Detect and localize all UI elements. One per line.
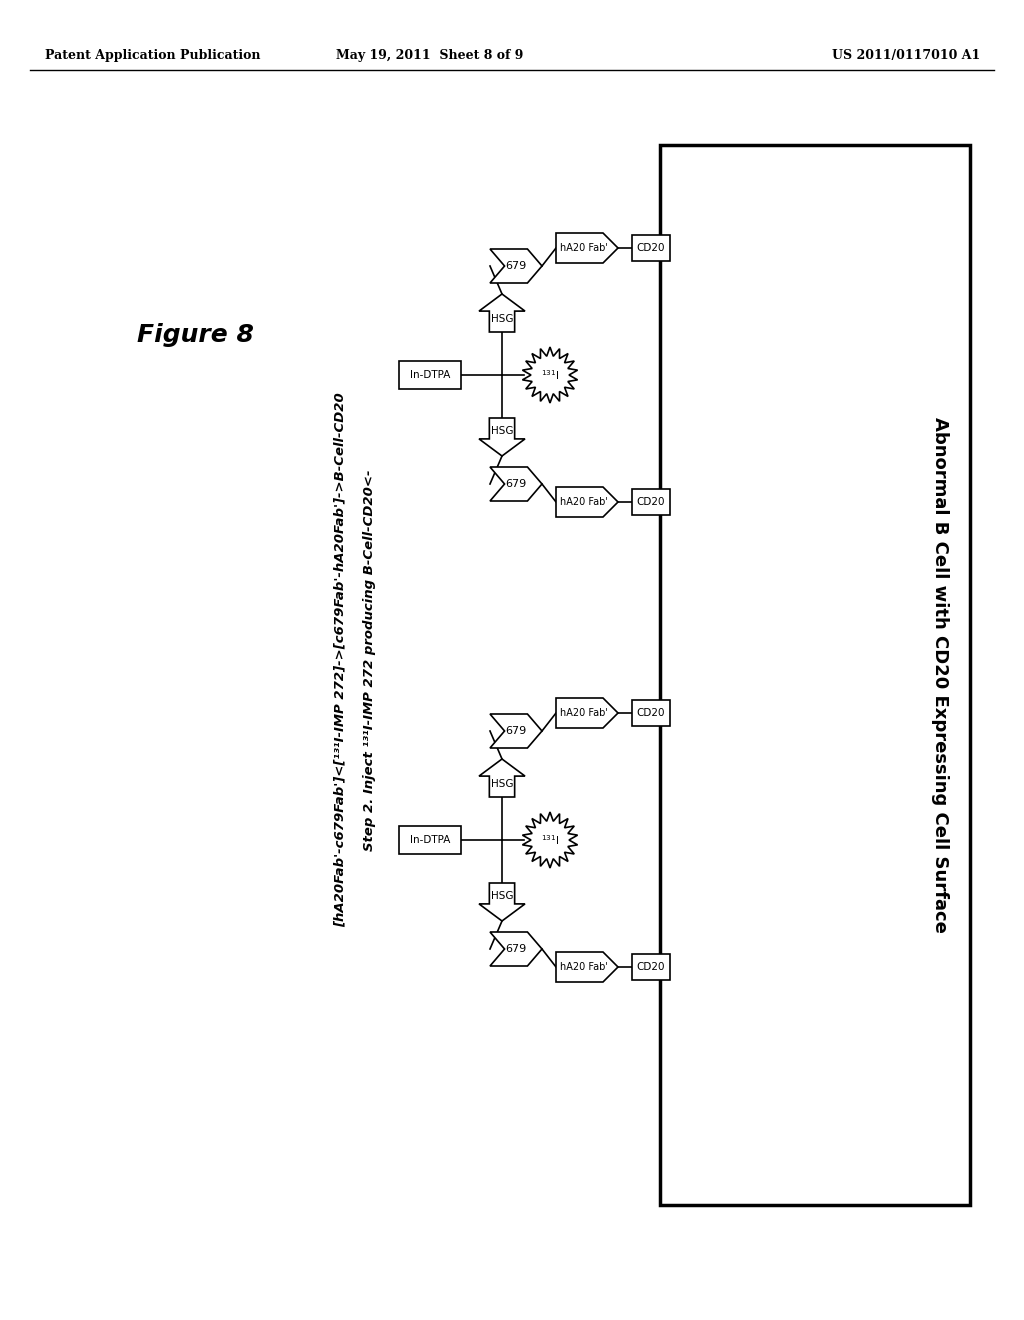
Bar xyxy=(632,700,670,726)
Text: In-DTPA: In-DTPA xyxy=(410,370,451,380)
Polygon shape xyxy=(479,294,525,333)
Text: US 2011/0117010 A1: US 2011/0117010 A1 xyxy=(831,49,980,62)
Polygon shape xyxy=(556,234,618,263)
Text: HSG: HSG xyxy=(490,779,513,789)
Text: hA20 Fab': hA20 Fab' xyxy=(560,962,608,972)
Text: 679: 679 xyxy=(506,261,526,271)
Text: HSG: HSG xyxy=(490,314,513,323)
Text: May 19, 2011  Sheet 8 of 9: May 19, 2011 Sheet 8 of 9 xyxy=(336,49,523,62)
Bar xyxy=(399,360,461,389)
Polygon shape xyxy=(490,249,542,282)
Text: HSG: HSG xyxy=(490,891,513,902)
Text: CD20: CD20 xyxy=(637,962,666,972)
Text: 679: 679 xyxy=(506,944,526,954)
Polygon shape xyxy=(556,952,618,982)
Text: $^{131}$I: $^{131}$I xyxy=(541,368,559,381)
Text: 679: 679 xyxy=(506,479,526,488)
Polygon shape xyxy=(556,698,618,729)
Text: Patent Application Publication: Patent Application Publication xyxy=(45,49,260,62)
Text: hA20 Fab': hA20 Fab' xyxy=(560,708,608,718)
Text: [hA20Fab'-c679Fab']<[¹³¹I-IMP 272]->[c679Fab'-hA20Fab']->B-Cell-CD20: [hA20Fab'-c679Fab']<[¹³¹I-IMP 272]->[c67… xyxy=(334,392,346,928)
Polygon shape xyxy=(490,714,542,748)
Polygon shape xyxy=(556,487,618,517)
Text: $^{131}$I: $^{131}$I xyxy=(541,833,559,847)
Polygon shape xyxy=(479,418,525,455)
Polygon shape xyxy=(522,812,578,869)
Text: Step 2. Inject ¹³¹I-IMP 272 producing B-Cell-CD20<-: Step 2. Inject ¹³¹I-IMP 272 producing B-… xyxy=(364,469,377,851)
Bar xyxy=(632,488,670,515)
Bar xyxy=(399,826,461,854)
Polygon shape xyxy=(479,759,525,797)
Text: CD20: CD20 xyxy=(637,708,666,718)
Text: CD20: CD20 xyxy=(637,243,666,253)
Polygon shape xyxy=(479,883,525,921)
Text: hA20 Fab': hA20 Fab' xyxy=(560,243,608,253)
Polygon shape xyxy=(490,467,542,502)
Text: 679: 679 xyxy=(506,726,526,737)
Bar xyxy=(632,954,670,979)
Text: hA20 Fab': hA20 Fab' xyxy=(560,498,608,507)
Bar xyxy=(660,145,970,1205)
Text: Figure 8: Figure 8 xyxy=(136,323,253,347)
Text: HSG: HSG xyxy=(490,426,513,437)
Text: Abnormal B Cell with CD20 Expressing Cell Surface: Abnormal B Cell with CD20 Expressing Cel… xyxy=(931,417,949,933)
Polygon shape xyxy=(522,347,578,403)
Bar xyxy=(632,235,670,261)
Text: CD20: CD20 xyxy=(637,498,666,507)
Polygon shape xyxy=(490,932,542,966)
Text: In-DTPA: In-DTPA xyxy=(410,836,451,845)
